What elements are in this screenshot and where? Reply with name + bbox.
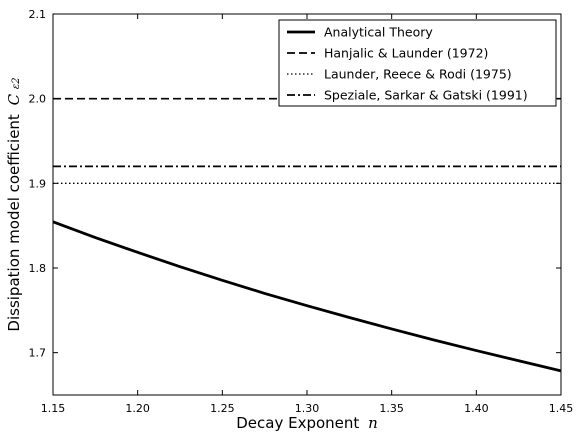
x-tick-label: 1.30	[295, 402, 320, 415]
y-axis-symbol: C	[5, 93, 23, 105]
y-tick-label: 2.1	[29, 8, 47, 21]
y-tick-label: 1.9	[29, 177, 47, 190]
x-axis-label: Decay Exponent n	[236, 414, 378, 432]
y-axis-label: Dissipation model coefficient C ε2	[5, 77, 23, 331]
x-tick-label: 1.45	[549, 402, 574, 415]
chart-marks	[52, 97, 562, 373]
x-tick-label: 1.15	[41, 402, 66, 415]
x-tick-label: 1.35	[379, 402, 404, 415]
legend-label-0: Analytical Theory	[324, 25, 433, 40]
y-tick-label: 1.7	[29, 347, 47, 360]
y-axis-label-text: Dissipation model coefficient	[5, 114, 23, 332]
x-axis-symbol: n	[368, 414, 378, 432]
x-axis-label-text: Decay Exponent	[236, 414, 359, 432]
axis-ticks: 1.15 1.20 1.25 1.30 1.35 1.40 1.45 1.7 1.8 1.9 2.0…	[29, 8, 574, 415]
series-line-0	[52, 220, 562, 373]
legend: Analytical Theory Hanjalic & Launder (197…	[278, 19, 557, 107]
x-tick-label: 1.40	[464, 402, 489, 415]
y-tick-label: 1.8	[29, 262, 47, 275]
legend-label-3: Speziale, Sarkar & Gatski (1991)	[324, 88, 528, 103]
legend-box	[278, 19, 557, 107]
y-tick-label: 2.0	[29, 93, 47, 106]
legend-label-1: Hanjalic & Launder (1972)	[324, 46, 488, 61]
x-tick-label: 1.25	[210, 402, 235, 415]
legend-label-2: Launder, Reece & Rodi (1975)	[324, 67, 512, 82]
y-axis-subscript: ε2	[11, 77, 22, 89]
x-tick-label: 1.20	[125, 402, 150, 415]
